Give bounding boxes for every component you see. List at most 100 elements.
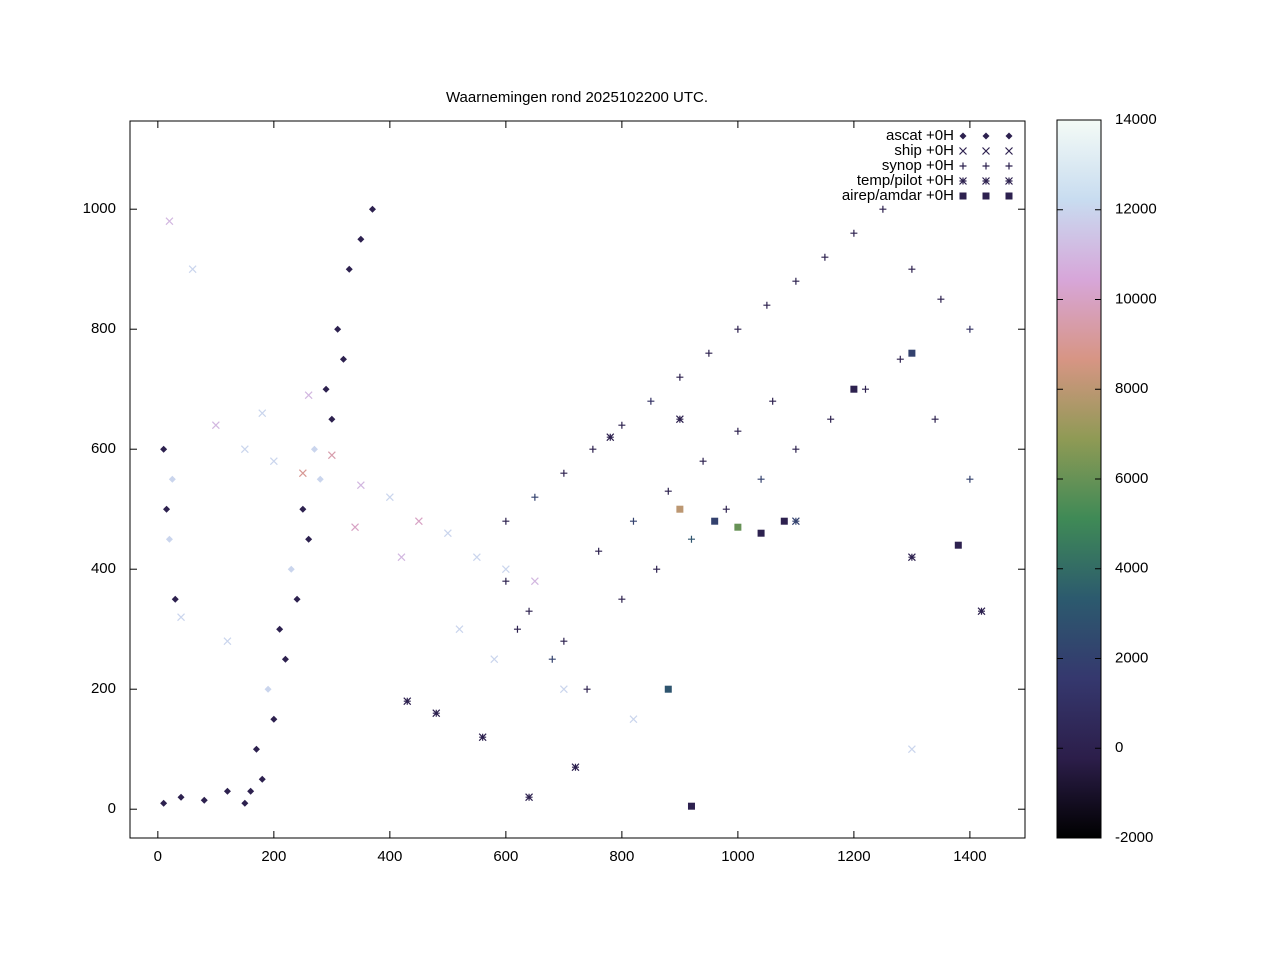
ascat-point <box>160 799 168 807</box>
ascat-point <box>160 445 168 453</box>
ascat-point <box>276 625 284 633</box>
legend-marker <box>959 192 967 200</box>
x-point <box>327 451 336 460</box>
airep-point <box>676 505 684 513</box>
airep-point <box>757 529 765 537</box>
plus-point <box>513 625 521 633</box>
plus-point <box>502 517 510 525</box>
star-point <box>525 793 533 802</box>
y-tick-label: 800 <box>91 320 116 337</box>
plus-point <box>722 505 730 513</box>
airep-point <box>664 685 672 693</box>
plus-point <box>966 475 974 483</box>
ascat-point <box>241 799 249 807</box>
airep-point <box>780 517 788 525</box>
ascat-point <box>252 745 260 753</box>
ascat-point <box>299 505 307 513</box>
airep-point <box>734 523 742 531</box>
x-tick-label: 200 <box>261 848 286 865</box>
plus-point <box>548 655 556 663</box>
legend-marker <box>982 177 990 185</box>
star-point <box>606 433 615 442</box>
x-point <box>177 613 185 622</box>
ascat-point <box>258 775 266 783</box>
airep-point <box>850 385 858 393</box>
legend-label: airep/amdar +0H <box>842 187 954 204</box>
plus-point <box>502 577 510 585</box>
plus-point <box>525 607 533 615</box>
ascat-point <box>281 655 289 663</box>
cb-tick-label: 12000 <box>1115 201 1157 218</box>
x-point <box>304 391 313 400</box>
chart-title: Waarnemingen rond 2025102200 UTC. <box>446 89 708 106</box>
plus-point <box>966 325 974 333</box>
plus-point <box>821 253 829 261</box>
plus-point <box>769 397 777 405</box>
star-point <box>403 697 412 706</box>
plus-point <box>560 469 568 477</box>
ascat-point <box>322 385 330 393</box>
legend-label: ascat +0H <box>886 127 954 144</box>
ascat-point <box>177 793 185 801</box>
y-tick-label: 600 <box>91 440 116 457</box>
plus-point <box>792 445 800 453</box>
plus-point <box>618 595 626 603</box>
ascat-point <box>171 595 179 603</box>
ascat-point <box>345 265 353 273</box>
plus-point <box>827 415 835 423</box>
cb-tick-label: 6000 <box>1115 470 1148 487</box>
legend-marker <box>982 132 990 140</box>
colorbar <box>1056 119 1102 839</box>
plus-point <box>699 457 707 465</box>
legend-marker <box>1005 192 1013 200</box>
plus-point <box>618 421 626 429</box>
x-point <box>211 421 220 430</box>
legend-marker <box>959 162 967 170</box>
plus-point <box>792 277 800 285</box>
star-point <box>432 709 441 718</box>
ascat-point <box>310 445 318 453</box>
plus-point <box>629 517 637 525</box>
x-point <box>188 265 197 274</box>
plot-frame <box>129 120 1026 839</box>
x-point <box>530 577 539 586</box>
x-tick-label: 600 <box>493 848 518 865</box>
plus-point <box>653 565 661 573</box>
x-point <box>397 553 406 562</box>
ascat-point <box>328 415 336 423</box>
x-point <box>240 445 249 454</box>
ascat-point <box>200 796 208 804</box>
legend-sample <box>959 192 1013 200</box>
ascat-point <box>368 205 376 213</box>
x-point <box>443 529 452 538</box>
star-point <box>907 553 916 562</box>
x-point <box>455 625 464 634</box>
x-point <box>351 523 359 532</box>
ascat-point <box>165 535 173 543</box>
x-tick-label: 0 <box>154 848 162 865</box>
legend-marker <box>959 147 967 155</box>
star-point <box>791 517 800 526</box>
cb-tick-label: 0 <box>1115 739 1123 756</box>
legend-marker <box>982 147 990 155</box>
plus-point <box>676 373 684 381</box>
y-tick-label: 1000 <box>83 200 116 217</box>
ascat-point <box>223 787 231 795</box>
plus-point <box>595 547 603 555</box>
legend-label: synop +0H <box>882 157 954 174</box>
plus-point <box>937 295 945 303</box>
y-tick-label: 200 <box>91 680 116 697</box>
legend-marker <box>1005 132 1013 140</box>
legend-label: ship +0H <box>894 142 954 159</box>
cb-tick-label: 14000 <box>1115 111 1157 128</box>
x-tick-label: 1000 <box>721 848 754 865</box>
plus-point <box>583 685 591 693</box>
ascat-point <box>357 235 365 243</box>
legend-marker <box>982 162 990 170</box>
plus-point <box>734 325 742 333</box>
y-tick-label: 0 <box>108 800 116 817</box>
ascat-point <box>264 685 272 693</box>
legend-marker <box>959 132 967 140</box>
legend-marker <box>1005 177 1013 185</box>
legend-marker <box>982 192 990 200</box>
